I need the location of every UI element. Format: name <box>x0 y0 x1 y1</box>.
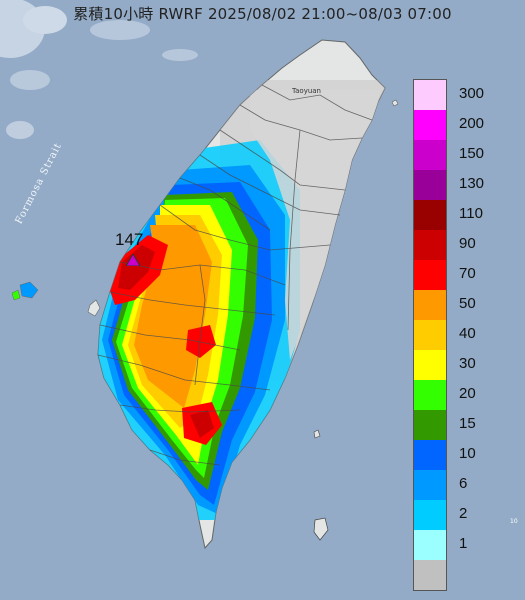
legend-swatch <box>414 140 446 170</box>
legend-swatch <box>414 110 446 140</box>
legend-swatch <box>414 470 446 500</box>
legend-swatch <box>414 80 446 110</box>
keelung-islet <box>391 99 399 107</box>
county-boundaries <box>97 84 373 466</box>
green-island <box>313 429 321 439</box>
legend-swatch <box>414 230 446 260</box>
penghu-islands <box>11 281 101 317</box>
legend-swatch <box>414 440 446 470</box>
legend-label: 2 <box>459 505 468 522</box>
city-label: Taoyuan <box>292 87 321 95</box>
legend-label: 300 <box>459 85 485 102</box>
legend-colorbar <box>413 79 447 591</box>
legend-label: 90 <box>459 235 476 252</box>
legend-label: 40 <box>459 325 476 342</box>
legend-label: 50 <box>459 295 476 312</box>
legend-label: 110 <box>459 205 483 222</box>
legend-swatch <box>414 260 446 290</box>
legend-swatch <box>414 350 446 380</box>
legend-swatch <box>414 500 446 530</box>
map-title: 累積10小時 RWRF 2025/08/02 21:00~08/03 07:00 <box>73 5 452 23</box>
legend-label: 30 <box>459 355 476 372</box>
orchid-island <box>313 517 329 541</box>
legend-label: 200 <box>459 115 485 132</box>
legend-label: 6 <box>459 475 468 492</box>
legend-swatch <box>414 170 446 200</box>
legend-label: 10 <box>459 445 476 462</box>
max-value-label: 147 <box>115 230 144 249</box>
legend-label: 150 <box>459 145 485 162</box>
max-marker-icon <box>126 254 140 266</box>
legend-swatch <box>414 530 446 560</box>
legend-swatch <box>414 320 446 350</box>
edge-label: 10 <box>510 518 518 525</box>
legend-swatch <box>414 380 446 410</box>
legend-label: 130 <box>459 175 485 192</box>
legend-label: 15 <box>459 415 476 432</box>
legend-label: 1 <box>459 535 468 552</box>
cloud-haze <box>0 0 198 139</box>
legend-label: 20 <box>459 385 476 402</box>
legend-swatch <box>414 290 446 320</box>
legend-swatch <box>414 560 446 590</box>
legend-label: 70 <box>459 265 476 282</box>
legend-swatch <box>414 200 446 230</box>
rain-overlay <box>98 80 385 520</box>
legend-swatch <box>414 410 446 440</box>
